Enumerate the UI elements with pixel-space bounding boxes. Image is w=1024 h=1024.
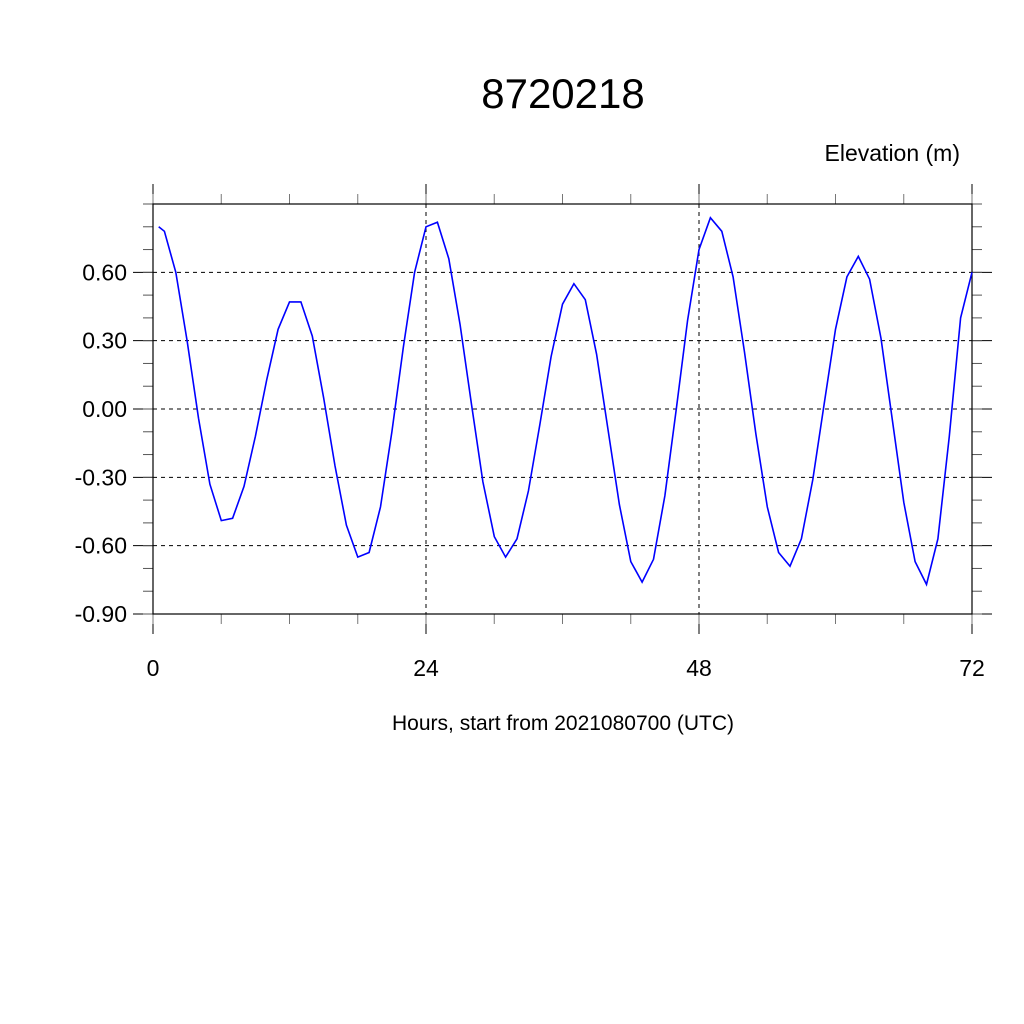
plot-frame <box>152 203 973 615</box>
x-tick-label: 48 <box>686 655 712 681</box>
series-line-elevation <box>158 216 973 587</box>
axis-ticks <box>133 184 992 634</box>
x-tick-label: 24 <box>413 655 439 681</box>
y-tick-label: 0.30 <box>82 328 127 354</box>
y-tick-label: -0.30 <box>75 464 127 490</box>
y-axis-label: Elevation (m) <box>825 140 960 166</box>
grid-lines <box>153 204 972 614</box>
x-tick-label: 0 <box>147 655 160 681</box>
x-axis-label: Hours, start from 2021080700 (UTC) <box>392 712 734 735</box>
y-tick-label: 0.60 <box>82 259 127 285</box>
y-tick-label: 0.00 <box>82 396 127 422</box>
chart-title: 8720218 <box>481 70 645 117</box>
x-tick-label: 72 <box>959 655 985 681</box>
y-tick-label: -0.90 <box>75 601 127 627</box>
y-tick-label: -0.60 <box>75 533 127 559</box>
tick-labels: -0.90 -0.60 -0.30 0.00 0.30 0.60 0 24 48 72 <box>75 259 985 681</box>
